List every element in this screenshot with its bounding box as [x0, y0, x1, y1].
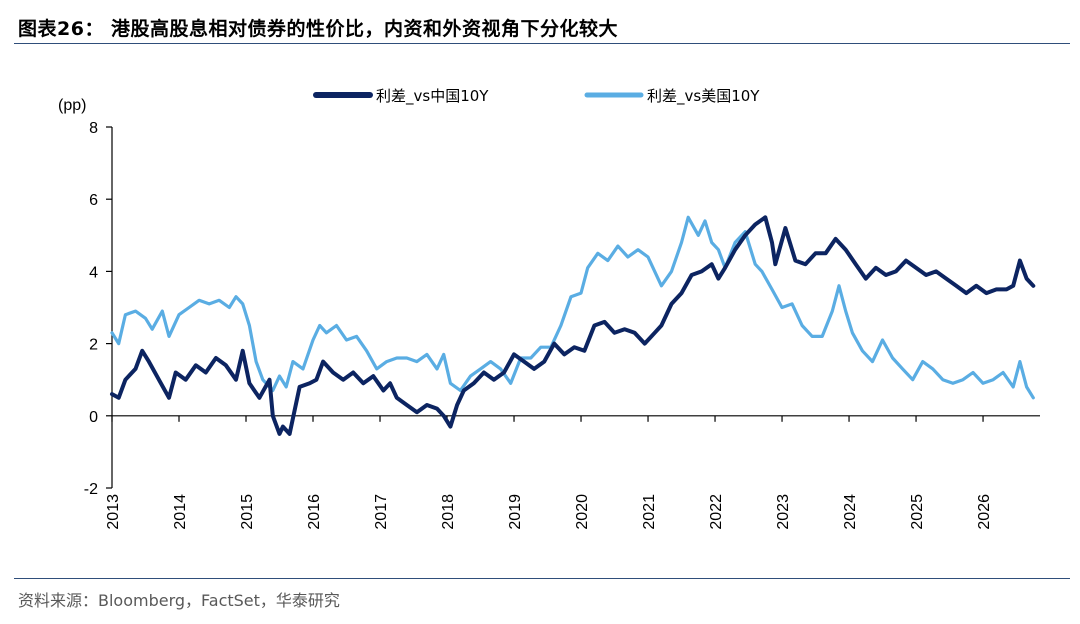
legend: 利差_vs中国10Y 利差_vs美国10Y	[313, 87, 760, 106]
x-tick-label: 2020	[574, 494, 591, 530]
source-note: 资料来源：Bloomberg，FactSet，华泰研究	[18, 591, 340, 610]
axes: -2 0 2 4 6 8 2013 2014 2015 2016 2017 2018 2019 2020 2…	[84, 120, 1040, 530]
y-tick-label: 0	[89, 409, 98, 426]
chart-title: 图表26： 港股高股息相对债券的性价比，内资和外资视角下分化较大	[18, 18, 619, 40]
x-tick-label: 2024	[842, 494, 859, 530]
y-tick-label: 8	[89, 120, 98, 137]
y-tick-label: 6	[89, 192, 98, 209]
series-line-1	[110, 215, 1035, 400]
x-tick-label: 2014	[172, 494, 189, 530]
y-axis-label: (pp)	[58, 97, 86, 114]
y-tick-label: 2	[89, 337, 98, 354]
title-divider	[14, 43, 1070, 44]
x-tick-label: 2015	[239, 494, 256, 530]
line-chart: 利差_vs中国10Y 利差_vs美国10Y (pp) -2 0 2 4 6 8 2013 201…	[58, 87, 1040, 530]
y-tick-label: -2	[84, 481, 98, 498]
legend-label-0: 利差_vs中国10Y	[376, 87, 489, 106]
source-divider	[14, 578, 1070, 579]
x-tick-label: 2016	[306, 494, 323, 530]
x-tick-label: 2022	[708, 494, 725, 530]
legend-label-1: 利差_vs美国10Y	[647, 87, 760, 106]
x-tick-label: 2019	[507, 494, 524, 530]
series-line-0	[110, 215, 1036, 436]
x-tick-label: 2025	[909, 494, 926, 530]
y-tick-label: 4	[89, 264, 98, 281]
x-tick-label: 2018	[440, 494, 457, 530]
x-tick-label: 2021	[641, 494, 658, 530]
x-tick-label: 2013	[105, 494, 122, 530]
x-tick-label: 2023	[775, 494, 792, 530]
x-tick-label: 2026	[976, 494, 993, 530]
series-layer	[110, 215, 1036, 436]
x-tick-label: 2017	[373, 494, 390, 530]
